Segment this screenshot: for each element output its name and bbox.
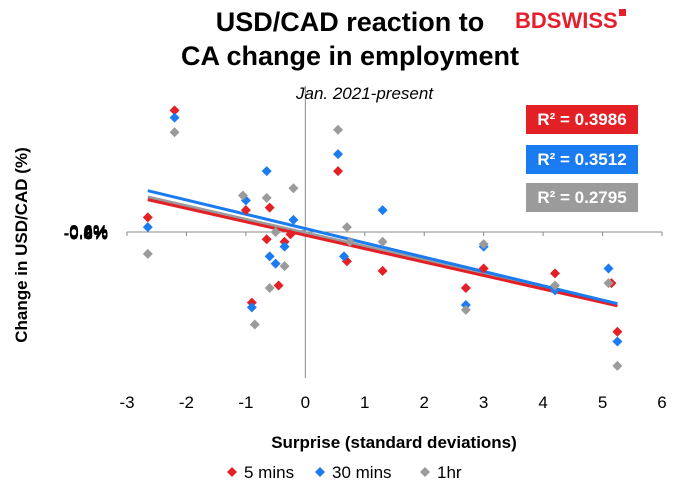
data-point bbox=[333, 124, 344, 135]
chart-subtitle: Jan. 2021-present bbox=[296, 84, 434, 103]
x-axis-label: Surprise (standard deviations) bbox=[271, 433, 517, 452]
data-point bbox=[377, 205, 388, 216]
x-tick-label: 1 bbox=[360, 393, 369, 412]
data-point bbox=[142, 212, 153, 223]
logo-part1: BD bbox=[515, 8, 547, 33]
r2-label-30min: R² = 0.3512 bbox=[526, 145, 638, 174]
x-tick-label: 6 bbox=[657, 393, 666, 412]
data-point bbox=[261, 166, 272, 177]
data-point bbox=[612, 326, 623, 337]
x-tick-label: 5 bbox=[598, 393, 607, 412]
data-point bbox=[338, 251, 349, 262]
data-point bbox=[261, 192, 272, 203]
legend-marker bbox=[315, 467, 325, 477]
data-point bbox=[142, 222, 153, 233]
data-point bbox=[249, 319, 260, 330]
y-tick-label: 0.6% bbox=[69, 222, 108, 241]
data-point bbox=[460, 282, 471, 293]
chart-title-line2: CA change in employment bbox=[180, 41, 520, 71]
data-point bbox=[240, 205, 251, 216]
y-tick-label: -0.6% bbox=[64, 224, 108, 243]
data-point bbox=[341, 222, 352, 233]
data-point bbox=[603, 263, 614, 274]
data-point bbox=[550, 268, 560, 279]
chart-title-line1: USD/CAD reaction to bbox=[215, 7, 485, 37]
y-tick-label: 0.2% bbox=[69, 223, 108, 242]
data-point bbox=[288, 183, 299, 194]
data-point bbox=[612, 360, 623, 371]
data-point bbox=[285, 229, 296, 240]
x-tick-label: -2 bbox=[179, 393, 194, 412]
data-point bbox=[246, 302, 257, 313]
y-tick-label: 0.0% bbox=[69, 223, 108, 242]
data-point bbox=[603, 278, 614, 289]
brand-logo: BDSWISS bbox=[515, 8, 626, 34]
data-point bbox=[478, 239, 489, 250]
logo-square-icon bbox=[618, 9, 626, 16]
data-point bbox=[288, 214, 299, 225]
data-point bbox=[264, 251, 275, 262]
trendline-1 bbox=[147, 189, 618, 306]
x-tick-label: 2 bbox=[419, 393, 428, 412]
data-point bbox=[169, 127, 180, 138]
x-tick-label: 4 bbox=[538, 393, 547, 412]
data-point bbox=[273, 280, 284, 291]
x-tick-label: 0 bbox=[301, 393, 310, 412]
data-point bbox=[279, 241, 290, 252]
data-point bbox=[478, 263, 489, 274]
data-point bbox=[264, 202, 275, 213]
data-point bbox=[344, 236, 355, 247]
r2-label-5min: R² = 0.3986 bbox=[526, 105, 638, 134]
data-point bbox=[550, 280, 560, 291]
legend-label: 5 mins bbox=[244, 463, 294, 482]
y-axis-label: Change in USD/CAD (%) bbox=[12, 147, 31, 343]
data-point bbox=[237, 190, 248, 201]
data-point bbox=[612, 336, 623, 347]
x-tick-label: -3 bbox=[119, 393, 134, 412]
data-point bbox=[279, 261, 290, 272]
data-point bbox=[169, 112, 180, 123]
y-tick-label: -0.4% bbox=[64, 224, 108, 243]
data-point bbox=[333, 166, 344, 177]
data-point bbox=[142, 248, 153, 259]
data-point bbox=[333, 149, 344, 160]
data-point bbox=[261, 234, 272, 245]
legend-label: 1hr bbox=[437, 463, 462, 482]
data-point bbox=[460, 304, 471, 315]
y-tick-label: -0.2% bbox=[64, 223, 108, 242]
legend-marker bbox=[420, 467, 430, 477]
legend-label: 30 mins bbox=[332, 463, 392, 482]
data-point bbox=[169, 105, 180, 116]
x-tick-label: 3 bbox=[479, 393, 488, 412]
logo-part2: SWISS bbox=[546, 8, 618, 33]
y-tick-label: 0.4% bbox=[69, 222, 108, 241]
data-point bbox=[270, 227, 281, 237]
r2-label-1hr: R² = 0.2795 bbox=[526, 183, 638, 212]
legend-marker bbox=[227, 467, 237, 477]
x-tick-label: -1 bbox=[238, 393, 253, 412]
data-point bbox=[377, 265, 388, 276]
data-point bbox=[377, 236, 388, 247]
data-point bbox=[264, 282, 275, 293]
data-point bbox=[270, 258, 281, 269]
trendline-0 bbox=[147, 198, 618, 308]
